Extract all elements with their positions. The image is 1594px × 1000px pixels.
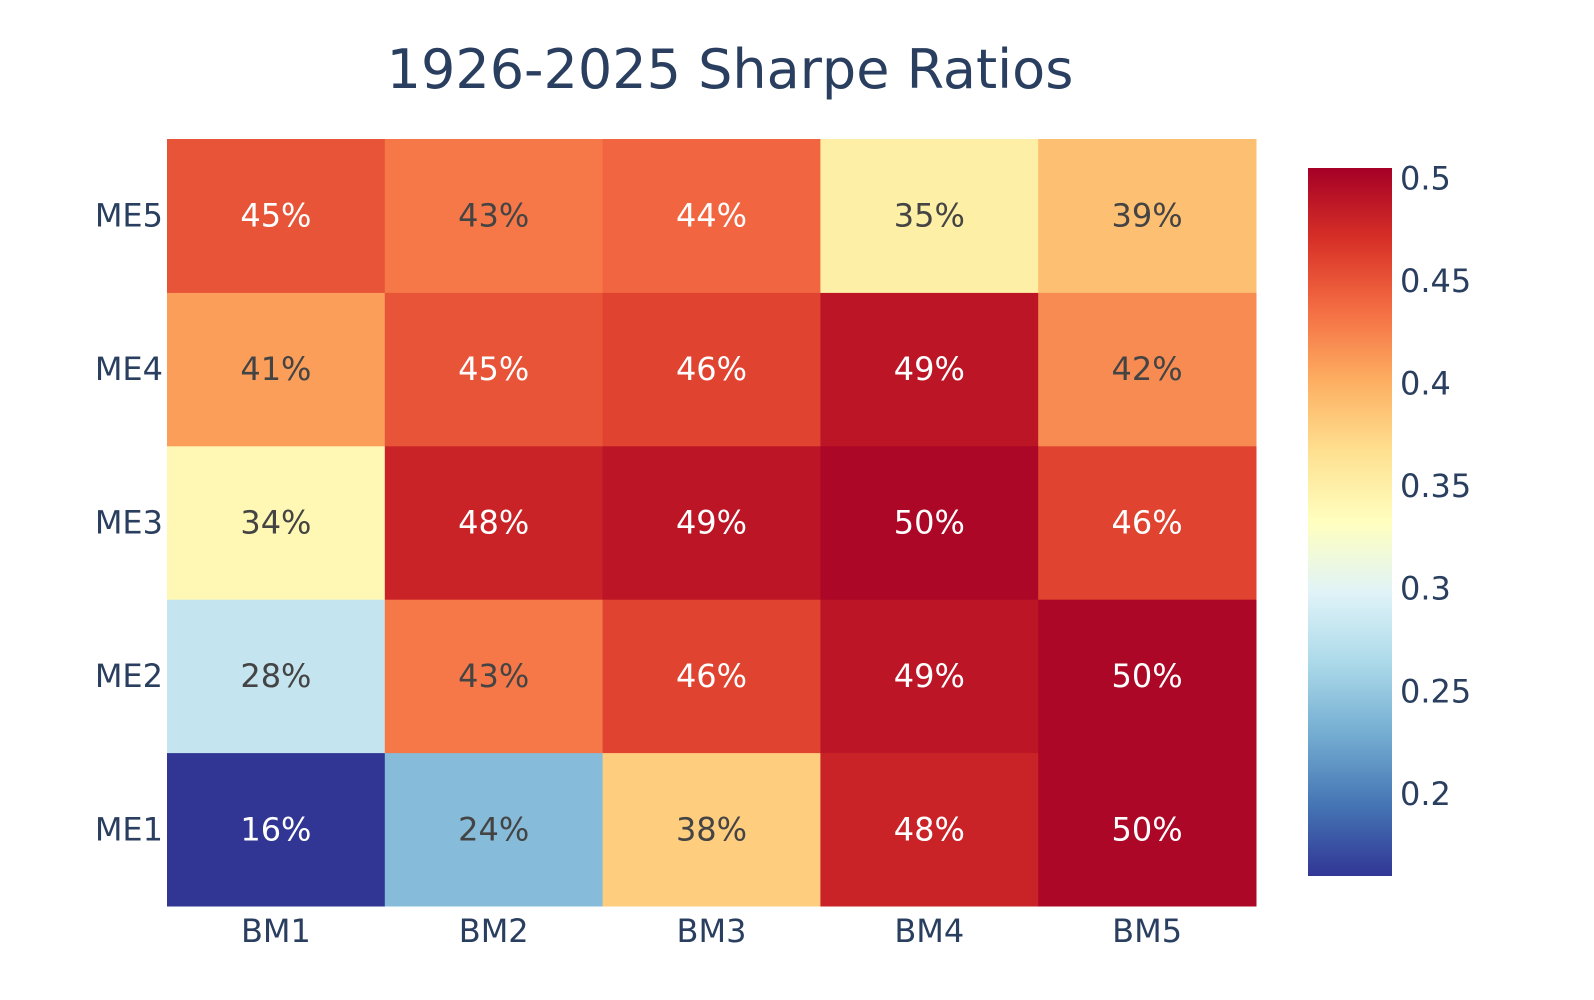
- colorbar-tick-0-5: 0.5: [1400, 159, 1451, 197]
- heatmap-cell-me5-bm1: [167, 139, 386, 293]
- heatmap-cell-me3-bm3: [602, 445, 821, 600]
- y-tick-me4: ME4: [95, 350, 163, 388]
- cell-label-me1-bm1: 16%: [240, 810, 311, 848]
- cell-label-me4-bm4: 49%: [894, 350, 965, 388]
- heatmap-cell-me1-bm2: [384, 752, 604, 907]
- heatmap-cells: [167, 139, 1257, 907]
- colorbar-tick-0-25: 0.25: [1400, 672, 1471, 710]
- cell-label-me1-bm4: 48%: [894, 810, 965, 848]
- cell-label-me5-bm5: 39%: [1112, 197, 1183, 235]
- heatmap-cell-me3-bm1: [167, 445, 386, 600]
- colorbar-ticks: 0.2 0.25 0.3 0.35 0.4 0.45 0.5: [1400, 159, 1471, 813]
- cell-label-me2-bm5: 50%: [1112, 657, 1183, 695]
- cell-label-me4-bm2: 45%: [458, 350, 529, 388]
- cell-label-me2-bm1: 28%: [240, 657, 311, 695]
- heatmap-cell-me2-bm5: [1038, 599, 1257, 754]
- heatmap-cell-me3-bm5: [1038, 445, 1257, 600]
- heatmap-cell-me2-bm1: [167, 599, 386, 754]
- cell-label-me5-bm2: 43%: [458, 197, 529, 235]
- cell-label-me1-bm3: 38%: [676, 810, 747, 848]
- heatmap-cell-me2-bm4: [820, 599, 1039, 754]
- heatmap-cell-me1-bm5: [1038, 752, 1257, 907]
- cell-label-me3-bm2: 48%: [458, 504, 529, 542]
- y-tick-me1: ME1: [95, 810, 163, 848]
- cell-label-me2-bm3: 46%: [676, 657, 747, 695]
- cell-label-me4-bm5: 42%: [1112, 350, 1183, 388]
- x-tick-bm2: BM2: [459, 912, 529, 950]
- x-tick-bm3: BM3: [677, 912, 747, 950]
- y-tick-me2: ME2: [95, 657, 163, 695]
- heatmap-cell-me4-bm1: [167, 292, 386, 447]
- heatmap-cell-me3-bm2: [384, 445, 604, 600]
- heatmap-cell-me1-bm3: [602, 752, 821, 907]
- cell-label-me3-bm4: 50%: [894, 504, 965, 542]
- cell-label-me5-bm1: 45%: [240, 197, 311, 235]
- x-tick-bm4: BM4: [894, 912, 964, 950]
- colorbar-tick-0-35: 0.35: [1400, 467, 1471, 505]
- heatmap-cell-me4-bm3: [602, 292, 821, 447]
- cell-label-me1-bm5: 50%: [1112, 810, 1183, 848]
- heatmap-cell-labels: 16% 24% 38% 48% 50% 28% 43% 46% 49% 50% 34% 48% 49% 5…: [240, 197, 1182, 849]
- colorbar: 0.2 0.25 0.3 0.35 0.4 0.45 0.5: [1308, 159, 1471, 876]
- heatmap-cell-me2-bm3: [602, 599, 821, 754]
- heatmap-cell-me4-bm2: [384, 292, 604, 447]
- cell-label-me5-bm4: 35%: [894, 197, 965, 235]
- heatmap-cell-me2-bm2: [384, 599, 604, 754]
- heatmap-cell-me3-bm4: [820, 445, 1039, 600]
- cell-label-me1-bm2: 24%: [458, 810, 529, 848]
- x-tick-bm5: BM5: [1112, 912, 1182, 950]
- colorbar-tick-0-3: 0.3: [1400, 570, 1451, 608]
- heatmap-cell-me1-bm4: [820, 752, 1039, 907]
- y-tick-me5: ME5: [95, 197, 163, 235]
- colorbar-gradient: [1308, 168, 1392, 876]
- y-axis-ticks: ME1 ME2 ME3 ME4 ME5: [95, 197, 163, 849]
- y-tick-me3: ME3: [95, 504, 163, 542]
- colorbar-tick-0-45: 0.45: [1400, 262, 1471, 300]
- cell-label-me4-bm3: 46%: [676, 350, 747, 388]
- cell-label-me2-bm2: 43%: [458, 657, 529, 695]
- x-axis-ticks: BM1 BM2 BM3 BM4 BM5: [241, 912, 1182, 950]
- heatmap-cell-me4-bm4: [820, 292, 1039, 447]
- cell-label-me2-bm4: 49%: [894, 657, 965, 695]
- heatmap-cell-me5-bm2: [384, 139, 604, 293]
- cell-label-me3-bm1: 34%: [240, 504, 311, 542]
- heatmap-cell-me5-bm4: [820, 139, 1039, 293]
- cell-label-me5-bm3: 44%: [676, 197, 747, 235]
- chart-title: 1926-2025 Sharpe Ratios: [387, 38, 1074, 101]
- colorbar-tick-0-4: 0.4: [1400, 364, 1451, 402]
- cell-label-me3-bm3: 49%: [676, 504, 747, 542]
- heatmap-cell-me4-bm5: [1038, 292, 1257, 447]
- cell-label-me4-bm1: 41%: [240, 350, 311, 388]
- x-tick-bm1: BM1: [241, 912, 311, 950]
- cell-label-me3-bm5: 46%: [1112, 504, 1183, 542]
- heatmap-cell-me5-bm3: [602, 139, 821, 293]
- heatmap-cell-me1-bm1: [167, 752, 386, 907]
- heatmap-cell-me5-bm5: [1038, 139, 1257, 293]
- colorbar-tick-0-2: 0.2: [1400, 775, 1451, 813]
